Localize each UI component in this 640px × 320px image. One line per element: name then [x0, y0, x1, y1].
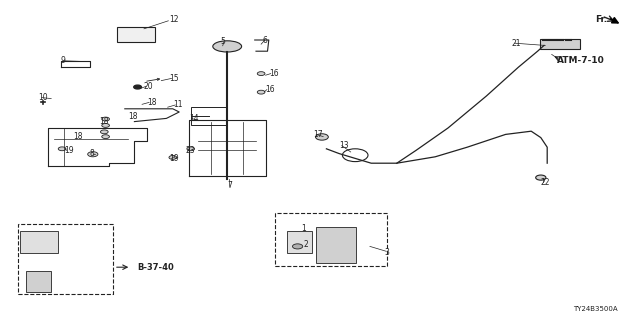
- Circle shape: [88, 152, 98, 157]
- Circle shape: [102, 124, 109, 127]
- Circle shape: [536, 175, 546, 180]
- Circle shape: [102, 135, 109, 139]
- Circle shape: [292, 244, 303, 249]
- Text: 19: 19: [170, 154, 179, 163]
- Text: 23: 23: [186, 146, 195, 155]
- FancyBboxPatch shape: [20, 231, 58, 253]
- Text: 17: 17: [314, 130, 323, 139]
- Circle shape: [316, 134, 328, 140]
- Circle shape: [102, 117, 109, 121]
- Circle shape: [169, 156, 177, 159]
- Text: TY24B3500A: TY24B3500A: [573, 306, 618, 312]
- Ellipse shape: [212, 41, 242, 52]
- Text: 19: 19: [64, 146, 74, 155]
- Text: 1: 1: [301, 224, 305, 233]
- Text: 6: 6: [262, 36, 268, 44]
- Text: 21: 21: [512, 39, 522, 48]
- Text: 22: 22: [541, 178, 550, 187]
- Text: 11: 11: [173, 100, 182, 109]
- Text: 16: 16: [266, 85, 275, 94]
- Circle shape: [134, 85, 141, 89]
- Text: 12: 12: [170, 15, 179, 24]
- Bar: [275, 213, 387, 266]
- Text: 20: 20: [144, 82, 154, 91]
- Circle shape: [187, 147, 195, 151]
- FancyBboxPatch shape: [26, 271, 51, 292]
- Text: 16: 16: [269, 69, 278, 78]
- Text: B-37-40: B-37-40: [138, 263, 174, 272]
- Text: 18: 18: [99, 117, 109, 126]
- Circle shape: [100, 130, 108, 134]
- Circle shape: [58, 147, 66, 151]
- Text: 9: 9: [61, 56, 66, 65]
- Text: 18: 18: [74, 132, 83, 140]
- Text: 15: 15: [170, 74, 179, 83]
- Text: Fr.: Fr.: [595, 15, 607, 24]
- Circle shape: [257, 90, 265, 94]
- FancyBboxPatch shape: [117, 27, 155, 42]
- Text: 13: 13: [339, 141, 349, 150]
- Text: 5: 5: [221, 37, 226, 46]
- Text: 18: 18: [147, 98, 157, 107]
- Bar: [18, 224, 113, 294]
- FancyBboxPatch shape: [540, 39, 580, 49]
- Text: 18: 18: [128, 112, 138, 121]
- FancyBboxPatch shape: [287, 231, 312, 253]
- FancyBboxPatch shape: [316, 227, 356, 263]
- Bar: [191, 107, 226, 125]
- Text: 14: 14: [189, 114, 198, 123]
- Circle shape: [257, 72, 265, 76]
- Text: 7: 7: [227, 181, 232, 190]
- Text: 8: 8: [90, 149, 94, 158]
- FancyArrowPatch shape: [147, 78, 159, 81]
- Text: ATM-7-10: ATM-7-10: [557, 56, 605, 65]
- Text: 3: 3: [384, 248, 389, 257]
- Text: 10: 10: [38, 93, 48, 102]
- Text: 2: 2: [304, 240, 308, 249]
